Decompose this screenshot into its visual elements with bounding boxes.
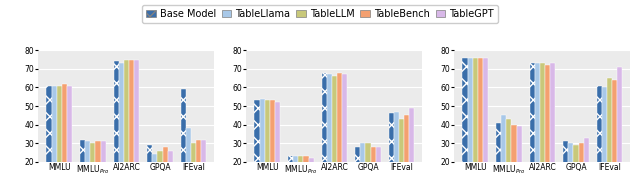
Bar — [113, 61, 118, 186]
Bar — [602, 87, 607, 186]
Bar — [534, 63, 540, 186]
Bar — [80, 140, 85, 186]
Bar — [388, 113, 394, 186]
Bar — [404, 115, 409, 186]
Bar — [275, 102, 280, 186]
Bar — [596, 86, 602, 186]
Bar — [288, 156, 293, 186]
Bar — [478, 58, 483, 186]
Bar — [394, 112, 399, 186]
Bar — [473, 58, 478, 186]
Bar — [501, 115, 506, 186]
Bar — [201, 140, 206, 186]
Bar — [496, 123, 501, 186]
Bar — [90, 143, 95, 186]
Bar — [342, 74, 348, 186]
Bar — [57, 86, 62, 186]
Bar — [529, 63, 534, 186]
Bar — [545, 65, 550, 186]
Bar — [303, 156, 308, 186]
Bar — [67, 86, 72, 186]
Bar — [298, 156, 303, 186]
Bar — [168, 151, 173, 186]
Bar — [85, 141, 90, 186]
Bar — [506, 119, 511, 186]
Bar — [573, 145, 579, 186]
Bar — [293, 156, 298, 186]
Bar — [326, 74, 332, 186]
Bar — [152, 154, 157, 186]
Bar — [100, 141, 106, 186]
Bar — [376, 147, 381, 186]
Bar — [409, 108, 415, 186]
Bar — [563, 141, 568, 186]
Bar — [52, 86, 57, 186]
Bar — [47, 86, 52, 186]
Bar — [134, 60, 140, 186]
Bar — [584, 138, 589, 186]
Bar — [511, 125, 516, 186]
Bar — [360, 143, 365, 186]
Bar — [308, 158, 314, 186]
Bar — [270, 100, 275, 186]
Bar — [118, 63, 124, 186]
Bar — [62, 84, 67, 186]
Bar — [607, 78, 612, 186]
Bar — [196, 140, 201, 186]
Bar — [337, 73, 342, 186]
Bar — [255, 100, 260, 186]
Bar — [579, 143, 584, 186]
Bar — [157, 151, 163, 186]
Bar — [265, 100, 270, 186]
Bar — [260, 99, 265, 186]
Bar — [95, 141, 100, 186]
Bar — [321, 73, 326, 186]
Bar — [483, 58, 488, 186]
Bar — [180, 89, 186, 186]
Bar — [365, 143, 371, 186]
Bar — [399, 119, 404, 186]
Bar — [540, 63, 545, 186]
Bar — [191, 143, 196, 186]
Bar — [468, 58, 473, 186]
Bar — [147, 145, 152, 186]
Bar — [129, 60, 134, 186]
Bar — [371, 147, 376, 186]
Bar — [462, 58, 468, 186]
Bar — [568, 143, 573, 186]
Bar — [163, 147, 168, 186]
Bar — [516, 126, 522, 186]
Bar — [612, 80, 617, 186]
Bar — [550, 63, 556, 186]
Bar — [186, 128, 191, 186]
Bar — [124, 60, 129, 186]
Bar — [617, 67, 622, 186]
Legend: Base Model, TableLlama, TableLLM, TableBench, TableGPT: Base Model, TableLlama, TableLLM, TableB… — [142, 5, 498, 23]
Bar — [355, 147, 360, 186]
Bar — [332, 76, 337, 186]
